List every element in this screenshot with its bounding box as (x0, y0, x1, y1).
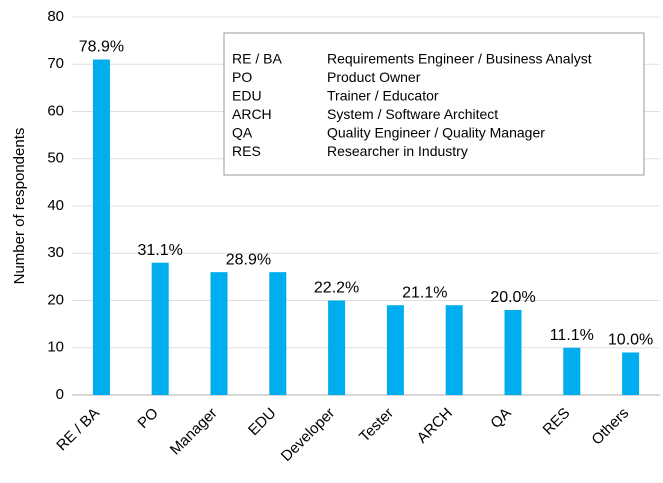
y-tick-label: 80 (47, 8, 64, 25)
y-tick-label: 20 (47, 291, 64, 308)
legend-abbr: EDU (232, 88, 262, 104)
legend-meaning: System / Software Architect (327, 106, 498, 122)
data-label: 11.1% (550, 327, 594, 344)
bar (563, 347, 581, 395)
y-tick-label: 0 (56, 386, 64, 403)
legend-meaning: Quality Engineer / Quality Manager (327, 125, 545, 141)
bar (269, 272, 287, 395)
x-tick-label: PO (134, 405, 161, 432)
data-label: 10.0% (608, 332, 653, 349)
y-tick-label: 70 (47, 55, 64, 72)
x-tick-label: QA (487, 405, 514, 432)
bar (445, 305, 463, 395)
data-label: 22.2% (314, 280, 359, 297)
legend: RE / BA Requirements Engineer / Business … (223, 32, 645, 176)
y-tick-label: 30 (47, 244, 64, 261)
legend-meaning: Requirements Engineer / Business Analyst (327, 51, 592, 67)
legend-abbr: RE / BA (232, 51, 282, 67)
x-tick-label: ARCH (414, 405, 456, 447)
bar (386, 305, 404, 395)
x-tick-label: EDU (245, 405, 279, 439)
legend-abbr: PO (232, 69, 252, 85)
bar (210, 272, 228, 395)
legend-box (223, 32, 645, 176)
legend-meaning: Product Owner (327, 69, 421, 85)
legend-abbr: RES (232, 143, 261, 159)
data-label: 20.0% (490, 289, 535, 306)
x-tick-label: Others (588, 405, 632, 449)
legend-meaning: Trainer / Educator (327, 88, 439, 104)
data-label: 31.1% (138, 242, 183, 259)
bar (151, 262, 169, 395)
data-label: 21.1% (402, 284, 447, 301)
legend-abbr: ARCH (232, 106, 272, 122)
bar (328, 300, 346, 395)
legend-abbr: QA (232, 125, 253, 141)
x-tick-label: Tester (356, 405, 397, 446)
x-tick-label: RES (540, 405, 574, 439)
y-axis-label: Number of respondents (11, 128, 28, 285)
y-tick-label: 10 (47, 339, 64, 356)
x-tick-label: Manager (167, 405, 221, 459)
y-tick-label: 50 (47, 150, 64, 167)
legend-meaning: Researcher in Industry (327, 143, 468, 159)
y-tick-label: 60 (47, 102, 64, 119)
bar (504, 309, 522, 395)
x-tick-label: RE / BA (53, 405, 103, 455)
bar (92, 59, 110, 396)
bar (622, 352, 640, 395)
y-tick-label: 40 (47, 197, 64, 214)
x-tick-label: Developer (278, 405, 338, 465)
data-label: 78.9% (79, 39, 124, 56)
data-label: 28.9% (226, 251, 271, 268)
